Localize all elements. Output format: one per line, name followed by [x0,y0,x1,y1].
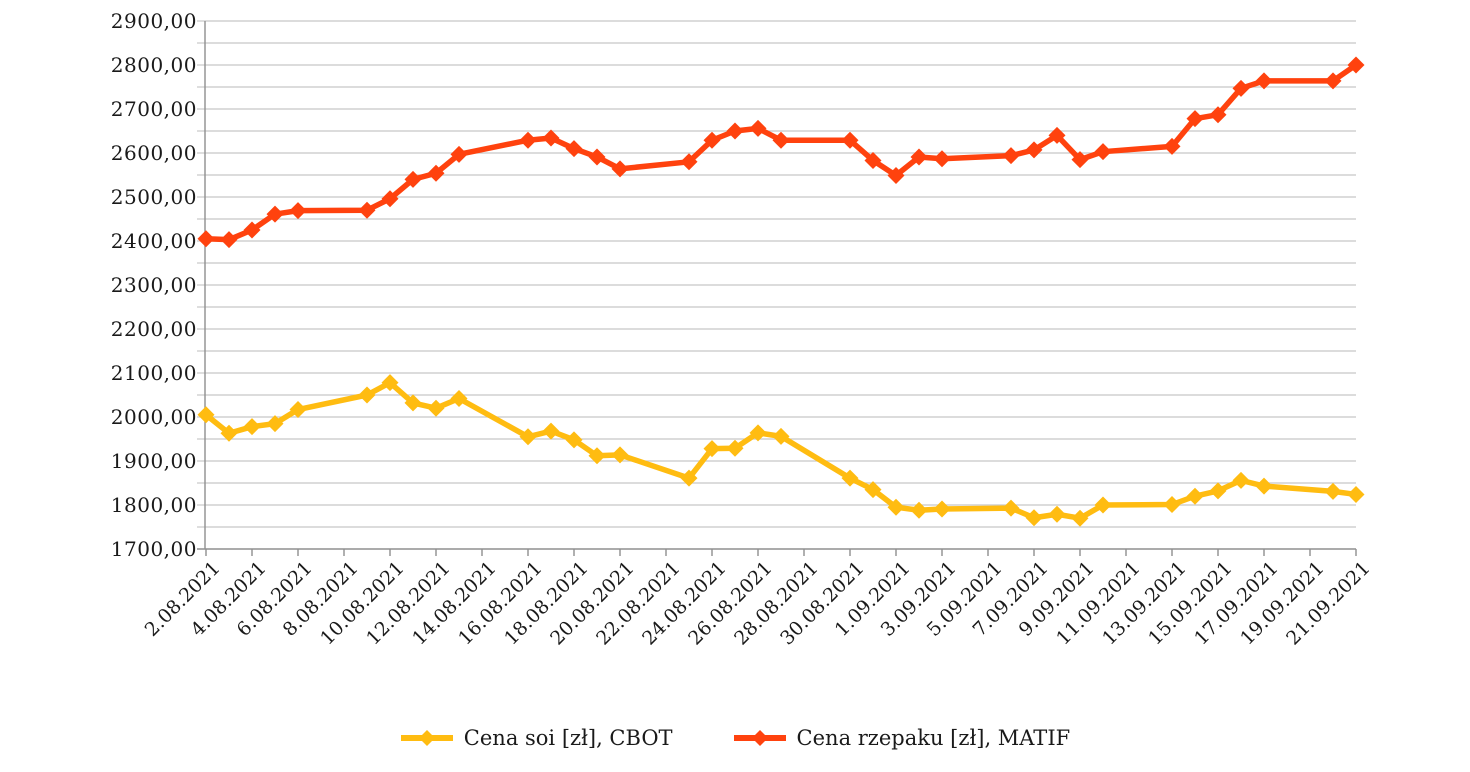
data-point-marker [358,201,376,219]
legend: Cena soi [zł], CBOT Cena rzepaku [zł], M… [0,726,1470,750]
data-point-marker [680,153,698,171]
y-axis-tick-label: 2000,00 [110,405,197,429]
data-point-marker [1209,106,1227,124]
legend-label-rapeseed: Cena rzepaku [zł], MATIF [796,726,1071,750]
data-point-marker [404,170,422,188]
data-point-marker [243,221,261,239]
data-point-marker [588,148,606,166]
y-axis-tick-label: 2400,00 [110,229,197,253]
rapeseed-price-line [203,62,1359,243]
data-point-marker [841,469,859,487]
data-point-marker [1071,509,1089,527]
data-point-marker [1255,72,1273,90]
y-axis-tick-label: 1900,00 [110,449,197,473]
soy-line-swatch-icon [400,730,453,746]
data-point-marker [450,390,468,408]
data-point-marker [864,481,882,499]
data-point-marker [887,166,905,184]
rapeseed-line-swatch-icon [733,730,786,746]
y-axis-tick-label: 2800,00 [110,53,197,77]
data-point-marker [1002,499,1020,517]
data-point-marker [542,422,560,440]
y-axis-tick-label: 2100,00 [110,361,197,385]
data-point-marker [1048,126,1066,144]
data-point-marker [910,501,928,519]
data-point-marker [1025,509,1043,527]
data-point-marker [266,415,284,433]
soy-price-line [203,379,1359,521]
y-axis-tick-label: 2700,00 [110,97,197,121]
data-point-marker [289,401,307,419]
data-point-marker [703,440,721,458]
y-axis-tick-label: 2500,00 [110,185,197,209]
legend-item-soy: Cena soi [zł], CBOT [400,726,673,750]
data-point-marker [519,131,537,149]
data-point-marker [1048,505,1066,523]
data-point-marker [726,122,744,140]
data-point-marker [1324,72,1342,90]
data-point-marker [887,498,905,516]
data-point-marker [289,202,307,220]
y-axis-tick-label: 2300,00 [110,273,197,297]
data-point-marker [1232,79,1250,97]
data-point-marker [910,148,928,166]
data-point-marker [1025,141,1043,159]
data-point-marker [1347,485,1365,503]
y-axis-tick-label: 2200,00 [110,317,197,341]
data-point-marker [1094,143,1112,161]
data-point-marker [703,131,721,149]
data-point-marker [565,140,583,158]
data-point-marker [749,424,767,442]
data-point-marker [933,150,951,168]
y-axis-tick-label: 2900,00 [110,9,197,33]
data-point-marker [197,230,215,248]
data-point-marker [772,427,790,445]
data-point-marker [381,374,399,392]
data-point-marker [266,205,284,223]
data-point-marker [519,428,537,446]
data-point-marker [1232,471,1250,489]
data-point-marker [1186,487,1204,505]
data-point-marker [726,439,744,457]
data-point-marker [381,190,399,208]
data-point-marker [611,160,629,178]
legend-item-rapeseed: Cena rzepaku [zł], MATIF [733,726,1071,750]
data-point-marker [220,231,238,249]
data-point-marker [220,424,238,442]
data-point-marker [1163,496,1181,514]
data-point-marker [358,386,376,404]
data-point-marker [404,394,422,412]
data-point-marker [1255,477,1273,495]
data-point-marker [542,129,560,147]
data-point-marker [680,469,698,487]
data-point-marker [749,119,767,137]
data-point-marker [565,431,583,449]
data-point-marker [933,500,951,518]
data-point-marker [1347,56,1365,74]
y-axis-tick-label: 2600,00 [110,141,197,165]
data-point-marker [1163,137,1181,155]
data-point-marker [197,406,215,424]
data-point-marker [611,446,629,464]
legend-label-soy: Cena soi [zł], CBOT [463,726,673,750]
data-point-marker [243,418,261,436]
data-point-marker [1071,151,1089,169]
data-point-marker [841,131,859,149]
data-point-marker [427,164,445,182]
data-point-marker [772,131,790,149]
y-axis-tick-label: 1700,00 [110,537,197,561]
data-point-marker [1186,110,1204,128]
data-point-marker [1209,482,1227,500]
data-point-marker [1002,147,1020,165]
data-point-marker [427,399,445,417]
data-point-marker [1094,496,1112,514]
data-point-marker [864,151,882,169]
y-axis-tick-label: 1800,00 [110,493,197,517]
data-point-marker [588,447,606,465]
data-point-marker [1324,482,1342,500]
data-point-marker [450,145,468,163]
